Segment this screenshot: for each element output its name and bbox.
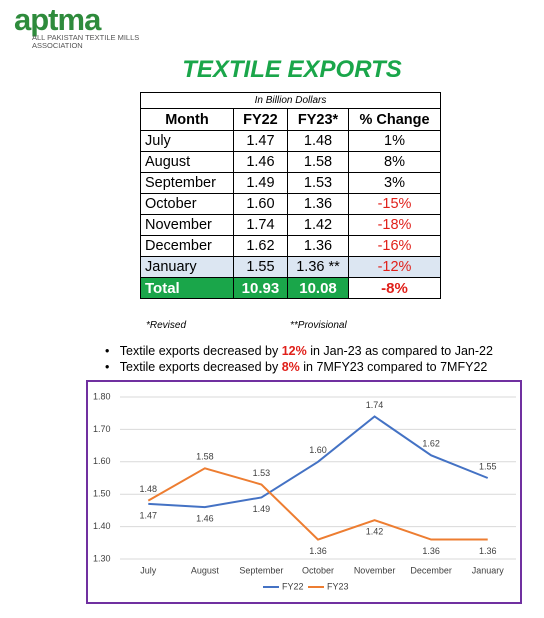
table-cell: 1.55 (232, 256, 288, 278)
bullet-item: • Textile exports decreased by 12% in Ja… (105, 344, 493, 358)
column-header: % Change (348, 108, 441, 131)
table-cell: 1.48 (286, 130, 350, 152)
footnote: *Revised (146, 320, 187, 331)
y-tick-label: 1.40 (93, 521, 111, 531)
data-label: 1.53 (253, 468, 271, 478)
table-row: August 1.46 1.58 8% (140, 151, 441, 173)
data-label: 1.47 (140, 510, 158, 520)
bullet-item: • Textile exports decreased by 8% in 7MF… (105, 360, 488, 374)
data-line (148, 415, 489, 509)
table-cell: 1.36 ** (286, 256, 350, 278)
table-caption: In Billion Dollars (140, 92, 441, 109)
month-cell: September (140, 172, 234, 194)
data-label: 1.46 (196, 514, 214, 524)
table-cell: 8% (348, 151, 441, 173)
data-label: 1.36 (309, 546, 327, 556)
table-cell: -15% (348, 193, 441, 215)
table-cell: 1% (348, 130, 441, 152)
x-tick-label: September (239, 565, 283, 575)
data-line (147, 467, 488, 541)
bullet-text: Textile exports decreased by (119, 360, 282, 374)
x-tick-label: October (302, 565, 334, 575)
page-title: TEXTILE EXPORTS (182, 56, 402, 83)
y-tick-label: 1.80 (93, 391, 111, 401)
data-label: 1.49 (253, 504, 271, 514)
bullet-highlight: 12% (281, 344, 307, 358)
table-cell: 1.62 (232, 235, 288, 257)
x-tick-label: December (410, 565, 452, 575)
data-label: 1.48 (140, 484, 158, 494)
table-cell: 1.58 (286, 151, 350, 173)
data-label: 1.60 (309, 445, 327, 455)
chart-frame: 1.30 1.40 1.50 1.60 1.70 1.80 July August Septem… (86, 380, 522, 604)
month-cell: August (140, 151, 234, 173)
data-label: 1.55 (479, 461, 497, 471)
table-row: November 1.74 1.42 -18% (140, 214, 441, 236)
table-cell: 1.42 (286, 214, 350, 236)
y-tick-label: 1.50 (93, 489, 111, 499)
data-label: 1.36 (422, 546, 440, 556)
table-cell: -8% (348, 277, 441, 299)
caption-row: In Billion Dollars (140, 92, 441, 109)
table-cell: -18% (348, 214, 441, 236)
bullet-text: in 7MFY23 compared to 7MFY22 (299, 360, 488, 374)
bullet-text: in Jan-23 as compared to Jan-22 (306, 344, 493, 358)
x-tick-label: January (472, 565, 505, 575)
data-label: 1.36 (479, 546, 497, 556)
data-label: 1.62 (422, 439, 440, 449)
legend-label: FY22 (282, 581, 304, 591)
table-row: January 1.55 1.36 ** -12% (140, 256, 441, 278)
table-cell: 1.53 (286, 172, 350, 194)
table-row: Total 10.93 10.08 -8% (140, 277, 441, 299)
table-cell: 1.46 (232, 151, 288, 173)
table-cell: 10.93 (232, 277, 288, 299)
table-cell: -16% (348, 235, 441, 257)
logo: aptma (14, 2, 101, 37)
x-tick-label: November (354, 565, 396, 575)
month-cell: January (140, 256, 234, 278)
table-cell: 1.60 (232, 193, 288, 215)
table-cell: 3% (348, 172, 441, 194)
column-header: FY22 (232, 108, 288, 131)
x-tick-label: July (140, 565, 157, 575)
table-cell: 1.36 (286, 193, 350, 215)
column-header: FY23* (286, 108, 350, 131)
header-row: Month FY22 FY23*% Change (140, 108, 441, 131)
legend-label: FY23 (327, 581, 349, 591)
table-row: September 1.49 1.53 3% (140, 172, 441, 194)
exports-table: In Billion Dollars Month FY22 FY23*% Change… (140, 92, 441, 299)
data-label: 1.74 (366, 400, 384, 410)
table-cell: 1.49 (232, 172, 288, 194)
bullet-text: Textile exports decreased by (119, 344, 282, 358)
y-tick-label: 1.70 (93, 424, 111, 434)
y-tick-label: 1.30 (93, 553, 111, 563)
month-cell: December (140, 235, 234, 257)
data-label: 1.42 (366, 526, 384, 536)
footnote: **Provisional (290, 320, 347, 331)
chart: 1.30 1.40 1.50 1.60 1.70 1.80 July August Septem… (93, 391, 516, 591)
y-tick-label: 1.60 (93, 456, 111, 466)
bullet-highlight: 8% (281, 360, 300, 374)
table-row: July 1.47 1.48 1% (140, 130, 441, 152)
logo-tagline: ALL PAKISTAN TEXTILE MILLS ASSOCIATION (32, 33, 140, 50)
table-row: October 1.60 1.36 -15% (140, 193, 441, 215)
table-cell: 10.08 (286, 277, 350, 299)
x-tick-label: August (191, 565, 220, 575)
table-cell: 1.74 (232, 214, 288, 236)
data-label: 1.58 (196, 452, 214, 462)
table-cell: -12% (348, 256, 441, 278)
month-cell: October (140, 193, 234, 215)
table-cell: 1.47 (232, 130, 288, 152)
column-header: Month (140, 108, 234, 131)
month-cell: Total (140, 277, 234, 299)
table-row: December 1.62 1.36 -16% (140, 235, 441, 257)
table-cell: 1.36 (286, 235, 350, 257)
month-cell: July (140, 130, 234, 152)
month-cell: November (140, 214, 234, 236)
